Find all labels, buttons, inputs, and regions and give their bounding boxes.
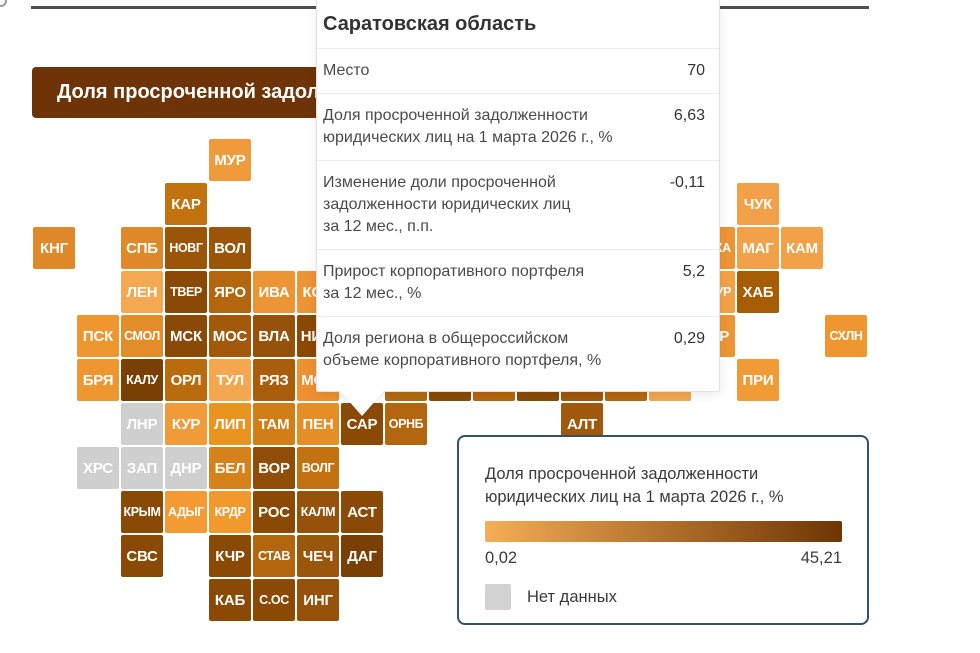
no-data-swatch <box>485 584 511 610</box>
region-tile[interactable]: ОРНБ <box>385 403 427 445</box>
region-tile[interactable]: БЕЛ <box>209 447 251 489</box>
region-tile[interactable]: КАЛМ <box>297 491 339 533</box>
region-tile[interactable]: МСК <box>165 315 207 357</box>
region-tile[interactable]: ЧУК <box>737 183 779 225</box>
region-tile[interactable]: КЧР <box>209 535 251 577</box>
region-tile[interactable]: НОВГ <box>165 227 207 269</box>
region-tile[interactable]: АСТ <box>341 491 383 533</box>
region-tile[interactable]: КРДР <box>209 491 251 533</box>
region-tile[interactable]: СМОЛ <box>121 315 163 357</box>
region-tile[interactable]: МАГ <box>737 227 779 269</box>
region-tile[interactable]: ВОР <box>253 447 295 489</box>
metric-label: Доля просроченной задолженности юридичес… <box>323 107 613 146</box>
legend-min-value: 0,02 <box>485 549 518 567</box>
region-tile[interactable]: МУР <box>209 139 251 181</box>
region-tile[interactable]: ТАМ <box>253 403 295 445</box>
legend-max-value: 45,21 <box>800 549 842 567</box>
region-tile[interactable]: ДНР <box>165 447 207 489</box>
tooltip-metric-row: Изменение доли просроченной задолженност… <box>317 160 719 249</box>
metric-value: 0,29 <box>673 330 705 347</box>
legend-box: Доля просроченной задолженности юридичес… <box>457 435 869 625</box>
metric-value: 70 <box>687 62 705 79</box>
metric-value: 5,2 <box>682 263 705 280</box>
region-tile[interactable]: КРЫМ <box>121 491 163 533</box>
region-tile[interactable]: БРЯ <box>77 359 119 401</box>
region-tile[interactable]: ИНГ <box>297 579 339 621</box>
region-tile[interactable]: ПРИ <box>737 359 779 401</box>
region-tile[interactable]: ЛЕН <box>121 271 163 313</box>
region-tile[interactable]: КАМ <box>781 227 823 269</box>
corner-mark <box>0 0 7 7</box>
region-tile[interactable]: ВЛА <box>253 315 295 357</box>
legend-no-data-row: Нет данных <box>485 584 841 610</box>
region-tile[interactable]: ХРС <box>77 447 119 489</box>
region-tile[interactable]: ТВЕР <box>165 271 207 313</box>
no-data-label: Нет данных <box>527 587 617 606</box>
region-tile[interactable]: СТАВ <box>253 535 295 577</box>
metric-value: 6,63 <box>673 107 705 124</box>
legend-scale: 0,02 45,21 <box>485 549 842 568</box>
region-tile[interactable]: ДАГ <box>341 535 383 577</box>
region-tile[interactable]: МОС <box>209 315 251 357</box>
region-tile[interactable]: КАР <box>165 183 207 225</box>
chart-title-text: Доля просроченной задол <box>57 81 320 103</box>
region-tile[interactable]: АДЫГ <box>165 491 207 533</box>
tooltip-arrow <box>340 391 384 416</box>
region-tile[interactable]: ВОЛГ <box>297 447 339 489</box>
region-tile[interactable]: С.ОС <box>253 579 295 621</box>
region-tile[interactable]: РОС <box>253 491 295 533</box>
tooltip-metric-row: Доля просроченной задолженности юридичес… <box>317 93 719 160</box>
tooltip-metric-row: Прирост корпоративного портфеля за 12 ме… <box>317 249 719 316</box>
region-tile[interactable]: СХЛН <box>825 315 867 357</box>
region-tile[interactable]: ПЕН <box>297 403 339 445</box>
region-tile[interactable]: КУР <box>165 403 207 445</box>
tooltip-header: Саратовская область <box>317 0 719 48</box>
tooltip-metric-row: Доля региона в общероссийском объеме кор… <box>317 316 719 383</box>
region-tile[interactable]: ОРЛ <box>165 359 207 401</box>
region-tile[interactable]: КАБ <box>209 579 251 621</box>
region-tile[interactable]: ИВА <box>253 271 295 313</box>
region-tile[interactable]: ПСК <box>77 315 119 357</box>
region-tile[interactable]: РЯЗ <box>253 359 295 401</box>
tooltip-metric-row: Место 70 <box>317 48 719 93</box>
region-tile[interactable]: СПБ <box>121 227 163 269</box>
region-tile[interactable]: ЧЕЧ <box>297 535 339 577</box>
region-tile[interactable]: ЛНР <box>121 403 163 445</box>
region-tile[interactable]: КНГ <box>33 227 75 269</box>
metric-label: Изменение доли просроченной задолженност… <box>323 174 571 235</box>
metric-label: Прирост корпоративного портфеля за 12 ме… <box>323 263 585 302</box>
region-tile[interactable]: ТУЛ <box>209 359 251 401</box>
region-tile[interactable]: КАЛУ <box>121 359 163 401</box>
region-tile[interactable]: ХАБ <box>737 271 779 313</box>
legend-title: Доля просроченной задолженности юридичес… <box>485 465 784 506</box>
metric-value: -0,11 <box>669 174 705 191</box>
region-tooltip: Саратовская область Место 70 Доля просро… <box>316 0 720 392</box>
region-tile[interactable]: ЯРО <box>209 271 251 313</box>
region-tile[interactable]: СВС <box>121 535 163 577</box>
region-tile[interactable]: ЛИП <box>209 403 251 445</box>
legend-gradient-bar <box>485 521 842 542</box>
region-tile[interactable]: ЗАП <box>121 447 163 489</box>
tooltip-region-name: Саратовская область <box>323 13 537 35</box>
metric-label: Доля региона в общероссийском объеме кор… <box>323 330 602 369</box>
metric-label: Место <box>323 62 370 79</box>
region-tile[interactable]: ВОЛ <box>209 227 251 269</box>
